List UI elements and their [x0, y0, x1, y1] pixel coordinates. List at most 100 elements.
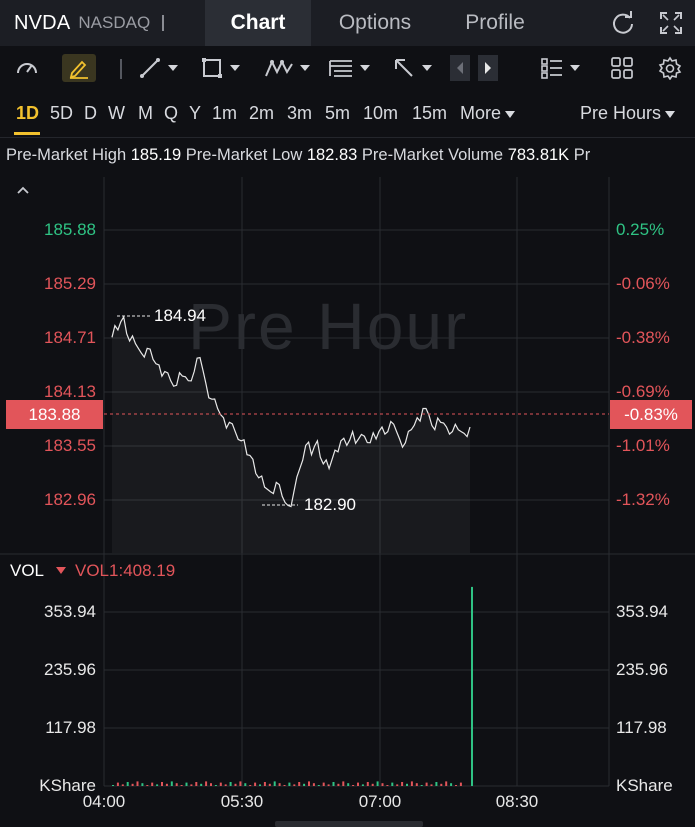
- period-q[interactable]: Q: [164, 103, 179, 123]
- volume-bar: [205, 781, 208, 786]
- volume-bar: [376, 781, 379, 786]
- volume-bar: [425, 782, 428, 786]
- rectangle-tool[interactable]: [200, 54, 240, 82]
- period-1m[interactable]: 1m: [212, 103, 238, 123]
- volume-bar: [190, 784, 193, 786]
- vol-y-left-label: 353.94: [44, 602, 96, 621]
- y-left-label: 185.29: [44, 274, 96, 293]
- volume-bar: [406, 783, 408, 786]
- volume-bar: [200, 783, 203, 786]
- period-3m[interactable]: 3m: [287, 103, 313, 123]
- volume-bar: [391, 782, 394, 786]
- period-5m[interactable]: 5m: [325, 103, 351, 123]
- ticker-block[interactable]: NVDA NASDAQ: [0, 0, 205, 46]
- trend-line-icon: [140, 58, 160, 78]
- volume-bar: [131, 783, 134, 786]
- period-y[interactable]: Y: [189, 103, 202, 123]
- volume-bar: [254, 782, 257, 786]
- volume-bar: [415, 783, 418, 786]
- y-left-label: 184.13: [44, 382, 96, 401]
- premarket-low-value: 182.83: [306, 146, 358, 164]
- indicator-gauge-tool[interactable]: [14, 54, 40, 82]
- volume-bar: [337, 783, 340, 786]
- volume-bar: [244, 783, 247, 786]
- x-axis-label: 04:00: [82, 792, 126, 811]
- low-annotation: 182.90: [304, 495, 356, 514]
- period-d[interactable]: D: [84, 103, 97, 123]
- collapse-chevron-icon[interactable]: [16, 185, 30, 195]
- volume-bar: [455, 785, 457, 786]
- volume-bar: [420, 785, 423, 786]
- volume-bar: [219, 782, 222, 786]
- period-m[interactable]: M: [138, 103, 153, 123]
- volume-bar: [170, 781, 173, 786]
- chart-watermark: Pre Hour: [188, 289, 469, 363]
- volume-spike-bar: [471, 586, 473, 786]
- volume-bar: [210, 783, 212, 786]
- pattern-tool[interactable]: [264, 54, 310, 82]
- info-trailing-text: Pr: [573, 146, 591, 164]
- volume-bar: [361, 784, 364, 786]
- period-15m[interactable]: 15m: [412, 103, 448, 123]
- period-2m[interactable]: 2m: [249, 103, 275, 123]
- volume-bar: [293, 784, 296, 786]
- arrow-tool[interactable]: [392, 54, 432, 82]
- tab-options[interactable]: Options: [338, 11, 412, 34]
- settings-tool[interactable]: [658, 54, 682, 82]
- next-icon: [485, 62, 491, 74]
- volume-bar: [401, 782, 404, 786]
- fullscreen-icon[interactable]: [658, 10, 684, 36]
- volume-title[interactable]: VOL: [10, 561, 45, 580]
- chart-scroll-handle[interactable]: [275, 821, 423, 827]
- volume-bar: [430, 784, 433, 786]
- layout-list-tool[interactable]: [540, 54, 580, 82]
- chart-grid: [0, 177, 695, 787]
- volume-bar: [229, 782, 232, 786]
- x-axis-label: 07:00: [358, 792, 402, 811]
- volume-bar: [175, 783, 178, 786]
- session-caret-icon: [665, 110, 676, 118]
- price-area-fill: [112, 316, 470, 553]
- volume-bar: [136, 781, 139, 786]
- grid-icon: [611, 57, 633, 79]
- period-w[interactable]: W: [108, 103, 125, 123]
- more-label: More: [460, 103, 502, 123]
- vol-unit-right: KShare: [616, 776, 673, 795]
- premarket-info-line: Pre-Market High 185.19 Pre-Market Low 18…: [6, 146, 590, 165]
- period-10m[interactable]: 10m: [363, 103, 399, 123]
- volume-bar: [146, 785, 149, 786]
- period-5d[interactable]: 5D: [50, 103, 74, 123]
- settings-icon: [658, 56, 682, 80]
- y-right-label: 0.25%: [616, 220, 665, 239]
- y-left-label: 184.71: [44, 328, 96, 347]
- volume-bar: [161, 782, 163, 786]
- period-more[interactable]: More: [460, 103, 516, 124]
- grid-tool[interactable]: [610, 54, 634, 82]
- vol-unit-left: KShare: [39, 776, 96, 795]
- vol1-value: VOL1:408.19: [75, 561, 176, 580]
- volume-bar: [249, 785, 252, 786]
- tab-chart[interactable]: Chart: [205, 0, 311, 46]
- rectangle-icon: [202, 58, 222, 78]
- volume-bar: [366, 782, 369, 786]
- y-right-label: -0.06%: [616, 274, 670, 293]
- volume-bar: [303, 783, 306, 786]
- exchange-label: NASDAQ: [78, 13, 151, 32]
- session-selector[interactable]: Pre Hours: [580, 103, 676, 124]
- period-divider: [0, 137, 695, 138]
- arrow-icon: [395, 59, 413, 77]
- next-button[interactable]: [478, 55, 498, 81]
- tab-profile[interactable]: Profile: [465, 11, 525, 34]
- refresh-icon[interactable]: [610, 10, 636, 36]
- volume-bar: [112, 785, 114, 786]
- y-right-label: -0.38%: [616, 328, 670, 347]
- period-1d[interactable]: 1D: [16, 103, 40, 123]
- volume-bar: [396, 784, 399, 786]
- draw-pen-tool[interactable]: [62, 54, 96, 82]
- trend-line-tool[interactable]: [138, 54, 178, 82]
- volume-bar: [342, 781, 345, 786]
- fibonacci-tool[interactable]: [328, 54, 370, 82]
- prev-button[interactable]: [450, 55, 470, 81]
- volume-caret-icon[interactable]: [56, 567, 66, 574]
